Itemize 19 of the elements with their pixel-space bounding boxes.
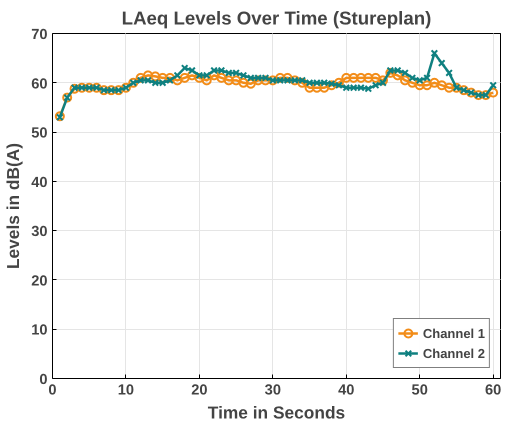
y-tick-label: 70 xyxy=(31,27,48,43)
legend-label: Channel 1 xyxy=(422,326,485,340)
y-tick-label: 20 xyxy=(31,273,48,290)
y-tick-label: 50 xyxy=(31,126,48,142)
y-tick-label: 40 xyxy=(31,174,48,191)
x-tick-label: 40 xyxy=(338,382,354,398)
x-tick-label: 30 xyxy=(264,382,281,398)
y-tick-label: 30 xyxy=(31,224,48,240)
x-tick-label: 50 xyxy=(412,382,428,398)
x-tick-label: 60 xyxy=(485,382,502,398)
y-axis-title: Levels in dB(A) xyxy=(3,142,24,270)
y-tick-label: 10 xyxy=(31,322,48,339)
x-tick-label: 20 xyxy=(191,382,208,398)
legend-label: Channel 2 xyxy=(422,346,485,360)
y-tick-label: 0 xyxy=(39,372,48,388)
x-tick-label: 10 xyxy=(118,382,134,398)
y-tick-label: 60 xyxy=(31,76,48,92)
chart-title: LAeq Levels Over Time (Stureplan) xyxy=(122,8,432,28)
x-axis-title: Time in Seconds xyxy=(208,402,346,422)
